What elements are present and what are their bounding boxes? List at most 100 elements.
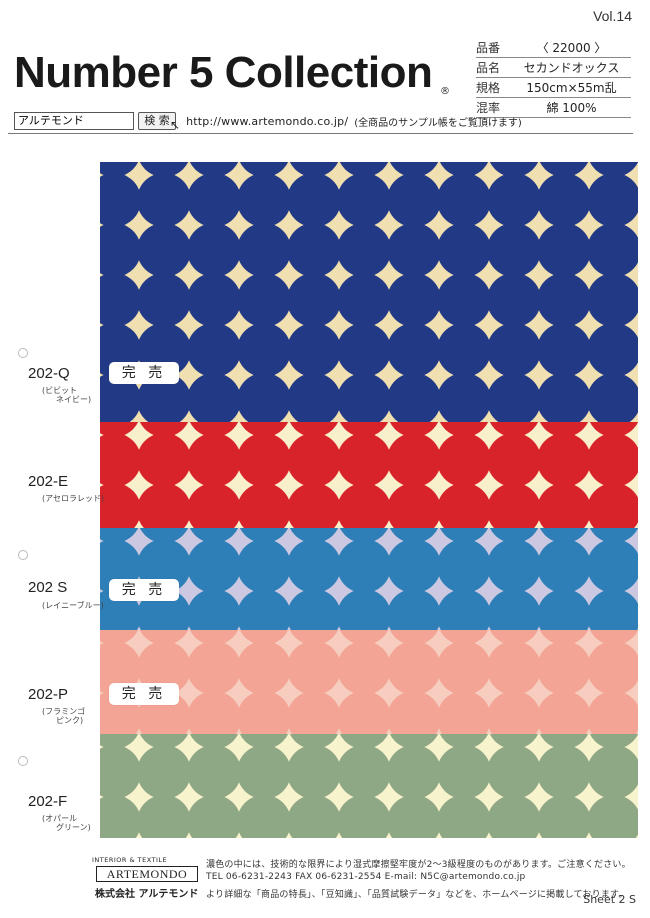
polka-dot xyxy=(587,373,638,422)
website-url[interactable]: http://www.artemondo.co.jp/ xyxy=(186,114,349,128)
polka-dot xyxy=(337,539,391,593)
polka-dot xyxy=(487,373,541,422)
polka-dot xyxy=(587,433,638,487)
polka-dot xyxy=(489,162,539,177)
spec-label: 規格 xyxy=(476,81,501,95)
polka-dot xyxy=(487,539,541,593)
polka-dot xyxy=(337,433,391,487)
polka-dot xyxy=(139,162,189,177)
polka-dot xyxy=(437,223,491,277)
polka-dot xyxy=(287,641,341,695)
polka-dot xyxy=(239,630,289,645)
polka-dot xyxy=(337,323,391,377)
polka-dot xyxy=(287,173,341,227)
polka-dot xyxy=(187,641,241,695)
polka-dot xyxy=(187,745,241,799)
spec-value: 綿 100% xyxy=(546,101,597,115)
polka-dot xyxy=(387,539,441,593)
polka-dot xyxy=(537,539,591,593)
polka-dot xyxy=(237,745,291,799)
polka-dot xyxy=(339,422,389,437)
swatch-color-name: (フラミンゴ ピンク) xyxy=(42,707,86,725)
spec-row-name: 品名 セカンドオックス xyxy=(476,58,631,78)
polka-dot xyxy=(539,630,589,645)
polka-dot xyxy=(487,795,541,838)
polka-dot xyxy=(100,223,141,277)
polka-dot xyxy=(437,641,491,695)
spec-row-blend: 混率 綿 100% xyxy=(476,98,631,118)
polka-dot xyxy=(237,373,291,422)
sheet-label: Sheet 2 S xyxy=(583,893,636,906)
polka-dot xyxy=(187,373,241,422)
polka-dot xyxy=(387,795,441,838)
polka-dot xyxy=(287,273,341,327)
polka-dot xyxy=(187,795,241,838)
polka-dot xyxy=(539,734,589,749)
header-divider xyxy=(8,133,633,134)
polka-dot xyxy=(587,273,638,327)
collection-title: Number 5 Collection xyxy=(14,48,433,97)
polka-dot xyxy=(387,745,441,799)
polka-dot xyxy=(239,422,289,437)
search-input[interactable] xyxy=(14,112,134,130)
polka-dot xyxy=(537,641,591,695)
footer-caution: 濃色の中には、技術的な限界により湿式摩擦堅牢度が2～3級程度のものがあります。ご… xyxy=(206,860,631,870)
polka-dot xyxy=(439,422,489,437)
swatch-code: 202-P xyxy=(28,686,69,703)
spec-label: 品番 xyxy=(476,41,501,55)
polka-dot xyxy=(587,691,638,734)
polka-dot xyxy=(387,433,441,487)
swatch-202-p xyxy=(100,630,638,734)
polka-dot xyxy=(587,589,638,630)
swatch-code: 202 S xyxy=(28,579,68,596)
polka-dot xyxy=(339,162,389,177)
polka-dot xyxy=(389,422,439,437)
soldout-badge: 完 売 xyxy=(109,362,179,384)
polka-dot xyxy=(537,483,591,528)
polka-dot xyxy=(637,764,638,780)
polka-dot xyxy=(387,323,441,377)
polka-dot xyxy=(287,373,341,422)
polka-dot xyxy=(100,422,139,437)
polka-dot xyxy=(237,173,291,227)
polka-dot xyxy=(189,162,239,177)
polka-dot xyxy=(137,795,191,838)
search-button[interactable]: 検 索 xyxy=(138,112,176,130)
volume-label: Vol.14 xyxy=(593,8,632,24)
polka-dot xyxy=(237,483,291,528)
swatch-color-name: (ビビット ネイビー) xyxy=(42,386,92,404)
polka-dot xyxy=(487,173,541,227)
polka-dot xyxy=(537,323,591,377)
polka-dot xyxy=(537,223,591,277)
polka-dot xyxy=(487,273,541,327)
polka-dot xyxy=(237,795,291,838)
polka-dot xyxy=(437,433,491,487)
swatch-202-q xyxy=(100,162,638,422)
polka-dot xyxy=(487,223,541,277)
polka-dot xyxy=(587,223,638,277)
polka-dot xyxy=(337,173,391,227)
polka-dot xyxy=(637,342,638,358)
polka-dot xyxy=(437,483,491,528)
polka-dot xyxy=(537,373,591,422)
polka-dot xyxy=(187,433,241,487)
polka-dot xyxy=(137,433,191,487)
polka-dot xyxy=(387,691,441,734)
polka-dot xyxy=(137,273,191,327)
polka-dot xyxy=(237,273,291,327)
binder-hole-icon xyxy=(18,550,28,560)
polka-dot xyxy=(539,162,589,177)
polka-dot xyxy=(337,691,391,734)
polka-dot xyxy=(137,373,191,422)
polka-dot xyxy=(187,273,241,327)
pointer-cursor-icon: ↖ xyxy=(170,118,181,132)
polka-dot xyxy=(189,630,239,645)
polka-dot xyxy=(389,734,439,749)
polka-dot xyxy=(437,373,491,422)
polka-dot xyxy=(387,589,441,630)
binder-hole-icon xyxy=(18,756,28,766)
polka-dot xyxy=(487,433,541,487)
polka-dot xyxy=(437,589,491,630)
logo-tagline: INTERIOR & TEXTILE xyxy=(92,856,168,864)
polka-dot xyxy=(187,589,241,630)
